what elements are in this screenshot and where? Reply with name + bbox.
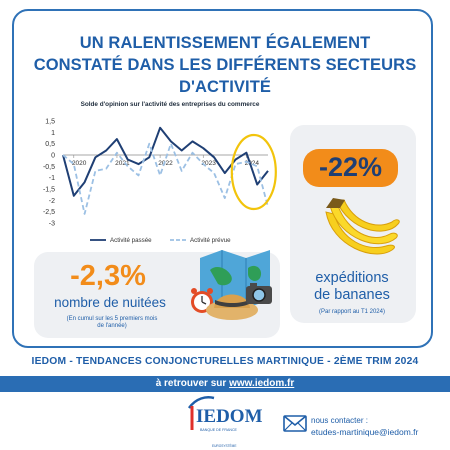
y-tick-label: -2 xyxy=(49,198,55,205)
contact-email[interactable]: etudes-martinique@iedom.fr xyxy=(311,427,419,437)
x-tick-label: 2020 xyxy=(72,160,87,167)
y-tick-label: -1,5 xyxy=(43,187,55,194)
chart-legend: Activité passée Activité prévue xyxy=(90,237,231,244)
y-tick-label: 1,5 xyxy=(45,119,55,126)
chart-series xyxy=(62,126,269,215)
x-tick-label: 2021 xyxy=(115,160,130,167)
chart-axis: 1,5 1 0,5 0 -0,5 -1 -1,5 -2 -2,5 -3 2020 2021 2022 20… xyxy=(43,119,268,228)
footer-bar: à retrouver sur www.iedom.fr xyxy=(0,376,450,392)
y-tick-label: -0,5 xyxy=(43,164,55,171)
y-tick-label: 1 xyxy=(51,130,55,137)
headline-line-2: CONSTATÉ DANS LES DIFFÉRENTS SECTEURS xyxy=(33,56,417,74)
x-tick-label: 2022 xyxy=(158,160,173,167)
band-title: IEDOM - TENDANCES CONJONCTURELLES MARTIN… xyxy=(31,356,419,367)
nuitees-panel xyxy=(34,252,280,338)
x-tick-label: 2023 xyxy=(201,160,216,167)
footer-cta: à retrouver sur xyxy=(155,378,230,389)
series-line-1 xyxy=(62,142,269,215)
y-tick-label: -1 xyxy=(49,175,55,182)
highlight-ellipse xyxy=(230,133,277,211)
legend-label-0: Activité passée xyxy=(110,237,152,244)
series-line-0 xyxy=(62,126,269,197)
y-tick-label: 0,5 xyxy=(45,141,55,148)
headline: UN RALENTISSEMENT ÉGALEMENT CONSTATÉ DAN… xyxy=(12,32,438,98)
contact-label: nous contacter : xyxy=(311,416,368,425)
headline-line-1: UN RALENTISSEMENT ÉGALEMENT xyxy=(79,34,371,52)
chart-title: Solde d'opinion sur l'activité des entre… xyxy=(80,101,260,108)
y-tick-label: -3 xyxy=(49,221,55,228)
chart-highlight xyxy=(230,133,277,211)
bananes-panel xyxy=(290,125,416,323)
x-tick-label: 2024 xyxy=(245,160,260,167)
y-tick-label: 0 xyxy=(51,153,55,160)
legend-label-1: Activité prévue xyxy=(190,237,231,244)
iedom-link[interactable]: www.iedom.fr xyxy=(229,378,295,389)
headline-line-3: D'ACTIVITÉ xyxy=(178,78,271,96)
y-tick-label: -2,5 xyxy=(43,209,55,216)
